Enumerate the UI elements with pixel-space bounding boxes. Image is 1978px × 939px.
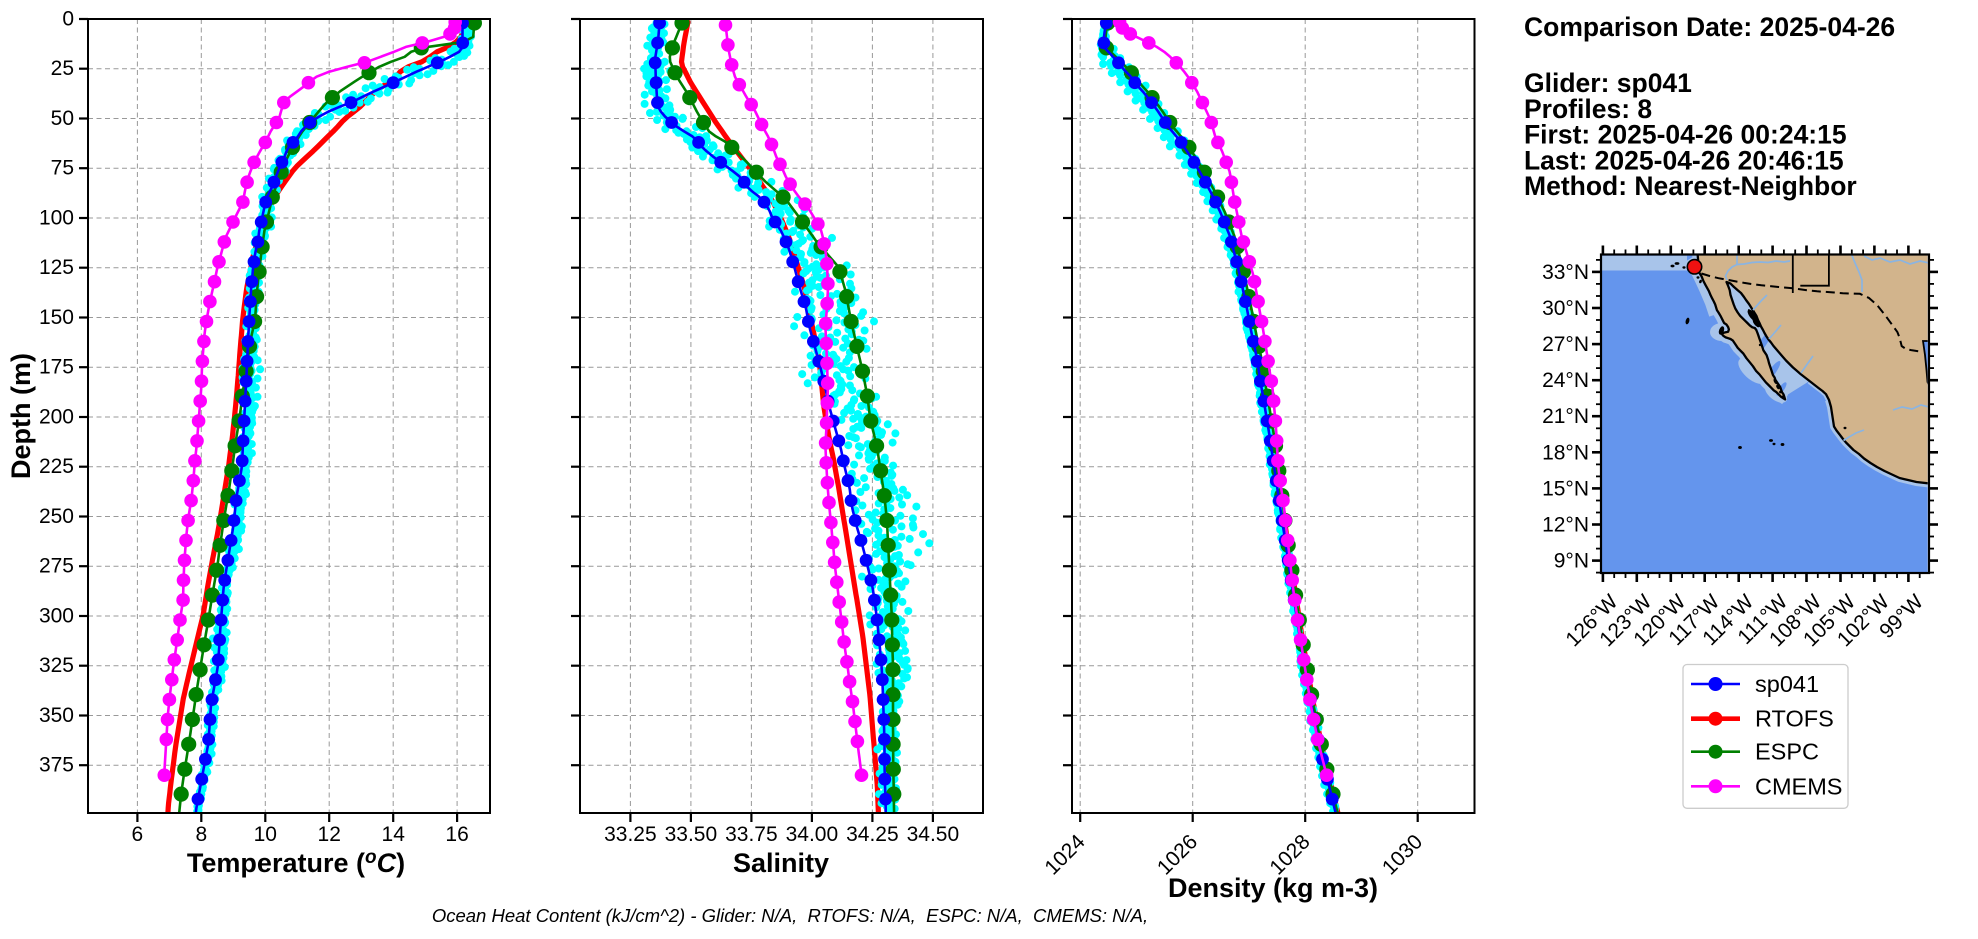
svg-text:21°N: 21°N <box>1542 405 1589 428</box>
svg-text:0: 0 <box>62 8 74 31</box>
svg-text:Ocean Heat Content (kJ/cm^2) -: Ocean Heat Content (kJ/cm^2) - Glider: N… <box>432 905 1148 926</box>
svg-text:12: 12 <box>318 823 341 846</box>
svg-text:Salinity: Salinity <box>733 848 829 878</box>
svg-text:275: 275 <box>39 555 74 578</box>
svg-text:250: 250 <box>39 505 74 528</box>
svg-text:16: 16 <box>445 823 468 846</box>
svg-text:Depth (m): Depth (m) <box>6 353 36 479</box>
svg-text:350: 350 <box>39 704 74 727</box>
svg-text:CMEMS: CMEMS <box>1755 773 1842 799</box>
svg-text:225: 225 <box>39 455 74 478</box>
svg-text:34.50: 34.50 <box>907 823 960 846</box>
svg-text:18°N: 18°N <box>1542 441 1589 464</box>
svg-text:Profiles: 8: Profiles: 8 <box>1524 94 1652 124</box>
svg-text:6: 6 <box>132 823 144 846</box>
svg-text:sp041: sp041 <box>1755 671 1819 697</box>
svg-text:Method: Nearest-Neighbor: Method: Nearest-Neighbor <box>1524 171 1857 201</box>
svg-text:50: 50 <box>51 107 74 130</box>
svg-text:24°N: 24°N <box>1542 369 1589 392</box>
svg-text:Density (kg m-3): Density (kg m-3) <box>1168 873 1378 903</box>
svg-text:34.25: 34.25 <box>846 823 899 846</box>
svg-text:Last: 2025-04-26 20:46:15: Last: 2025-04-26 20:46:15 <box>1524 145 1844 175</box>
svg-text:200: 200 <box>39 406 74 429</box>
svg-text:14: 14 <box>382 823 406 846</box>
svg-text:75: 75 <box>51 157 74 180</box>
svg-text:First: 2025-04-26 00:24:15: First: 2025-04-26 00:24:15 <box>1524 120 1847 150</box>
svg-text:Comparison Date: 2025-04-26: Comparison Date: 2025-04-26 <box>1524 12 1895 42</box>
svg-text:25: 25 <box>51 57 74 80</box>
svg-text:33.25: 33.25 <box>604 823 657 846</box>
svg-text:34.00: 34.00 <box>786 823 839 846</box>
svg-text:150: 150 <box>39 306 74 329</box>
svg-text:10: 10 <box>254 823 277 846</box>
svg-text:12°N: 12°N <box>1542 514 1589 537</box>
svg-text:30°N: 30°N <box>1542 297 1589 320</box>
svg-text:375: 375 <box>39 754 74 777</box>
svg-text:8: 8 <box>195 823 207 846</box>
svg-text:27°N: 27°N <box>1542 333 1589 356</box>
svg-text:33.75: 33.75 <box>725 823 778 846</box>
svg-text:9°N: 9°N <box>1554 550 1589 573</box>
svg-text:Glider: sp041: Glider: sp041 <box>1524 68 1692 98</box>
svg-text:33°N: 33°N <box>1542 261 1589 284</box>
svg-text:125: 125 <box>39 256 74 279</box>
svg-text:15°N: 15°N <box>1542 477 1589 500</box>
svg-text:175: 175 <box>39 356 74 379</box>
svg-text:ESPC: ESPC <box>1755 739 1819 765</box>
svg-text:33.50: 33.50 <box>665 823 718 846</box>
svg-text:RTOFS: RTOFS <box>1755 706 1834 732</box>
svg-text:300: 300 <box>39 605 74 628</box>
svg-text:325: 325 <box>39 654 74 677</box>
svg-text:100: 100 <box>39 207 74 230</box>
